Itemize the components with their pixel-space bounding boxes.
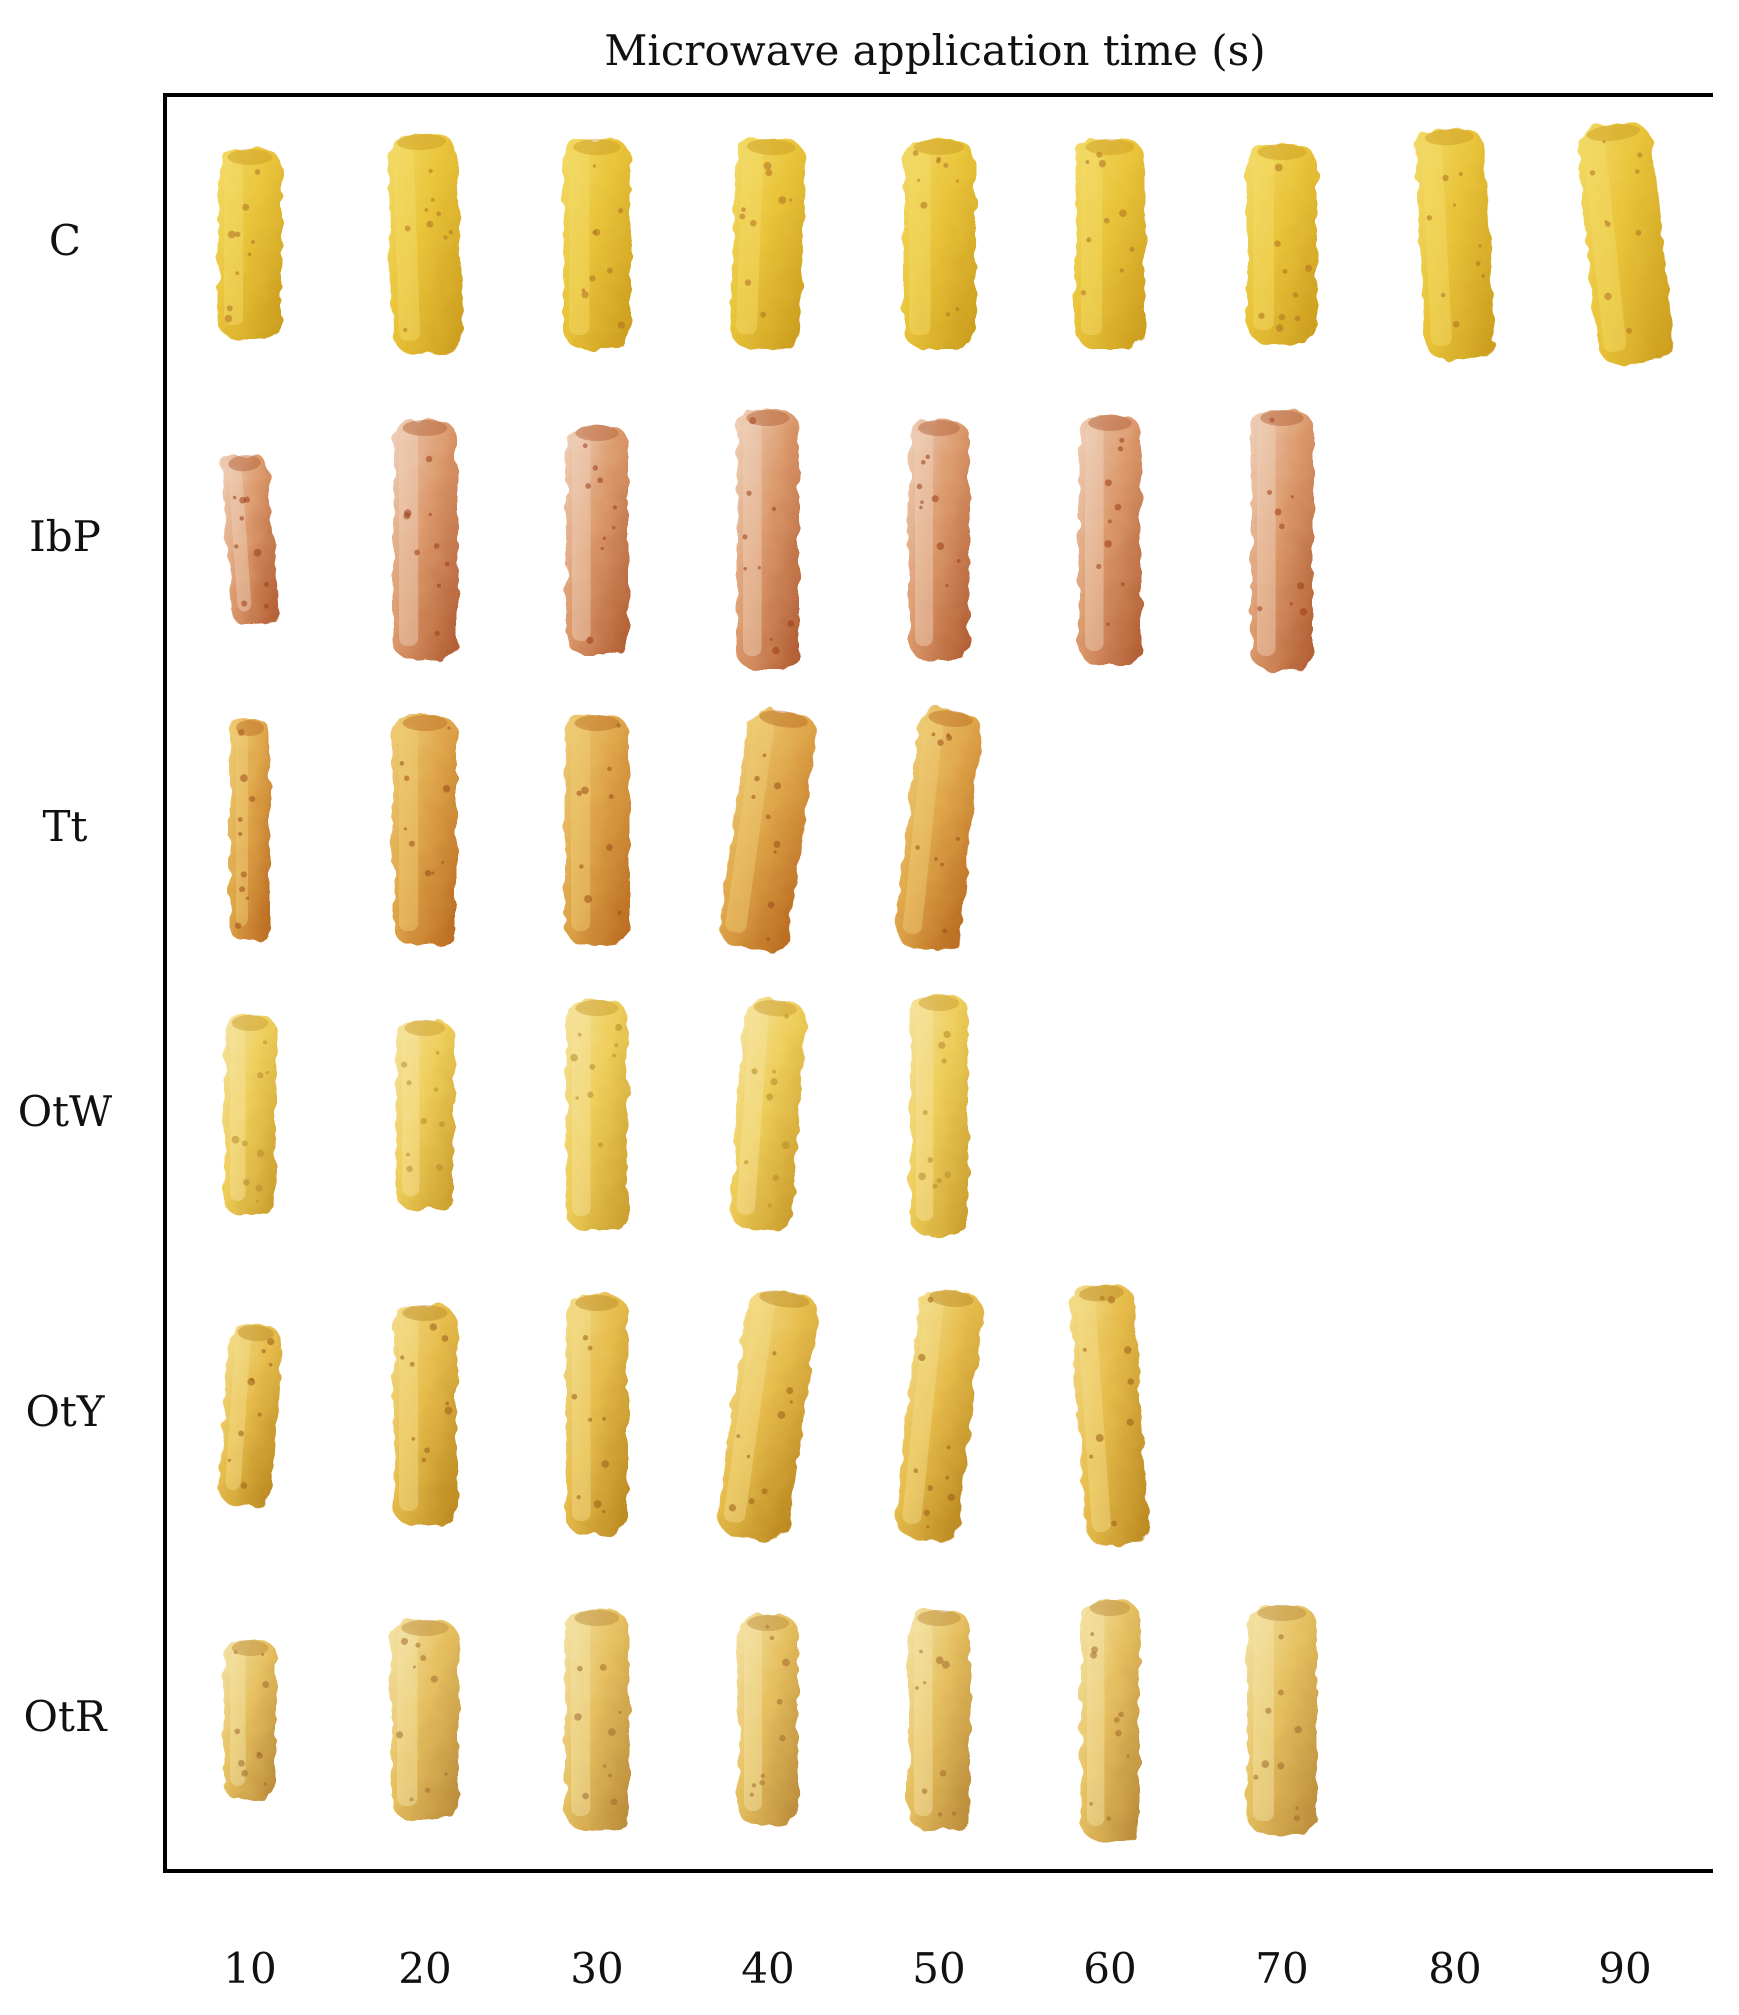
time-label: 20	[398, 1944, 452, 1993]
sample-label: Tt	[42, 802, 88, 851]
fry-sample	[224, 1640, 276, 1800]
fry-sample	[230, 720, 270, 940]
fry-sample	[222, 454, 278, 626]
fry-sample	[393, 1305, 457, 1525]
fry-sample	[1415, 128, 1495, 360]
fry-sample	[563, 139, 631, 349]
fry-sample	[396, 1020, 454, 1210]
time-label: 90	[1598, 1944, 1652, 1993]
fry-sample	[737, 410, 799, 670]
fry-sample	[565, 1610, 629, 1830]
samples-layer	[218, 122, 1674, 1840]
fry-sample	[393, 715, 457, 945]
fry-sample	[1247, 1605, 1317, 1835]
fry-sample	[909, 420, 969, 660]
sample-label: OtW	[17, 1087, 113, 1136]
time-label: 10	[223, 1944, 277, 1993]
fry-sample	[730, 138, 806, 350]
sample-label: C	[48, 216, 82, 265]
fry-sample	[908, 1610, 970, 1830]
fry-sample	[393, 420, 457, 660]
fry-sample	[218, 1324, 282, 1506]
sample-label: IbP	[29, 512, 101, 561]
fry-sample	[896, 709, 982, 951]
fry-sample	[566, 425, 628, 655]
time-label: 70	[1255, 1944, 1309, 1993]
fry-sample	[566, 1295, 628, 1535]
fry-sample	[1247, 144, 1317, 344]
fry-sample	[565, 715, 629, 945]
fry-sample	[1081, 1600, 1139, 1840]
fry-sample	[386, 133, 464, 355]
time-label: 80	[1428, 1944, 1482, 1993]
sample-label: OtR	[23, 1692, 107, 1741]
fry-sample	[1576, 122, 1674, 366]
time-label: 40	[741, 1944, 795, 1993]
figure-title: Microwave application time (s)	[604, 26, 1266, 75]
time-label: 30	[570, 1944, 624, 1993]
fry-sample	[719, 709, 817, 951]
fry-sample	[730, 999, 806, 1231]
fry-sample	[566, 1000, 628, 1230]
fry-sample	[1079, 415, 1141, 665]
fry-sample	[738, 1615, 798, 1825]
time-label: 50	[912, 1944, 966, 1993]
time-label: 60	[1083, 1944, 1137, 1993]
fry-sample	[910, 995, 968, 1235]
fry-sample	[1070, 1284, 1150, 1546]
sample-label: OtY	[25, 1387, 105, 1436]
panel-frame	[163, 93, 1713, 1873]
fry-sample	[717, 1289, 819, 1541]
fry-sample	[1075, 139, 1145, 349]
fry-sample	[1251, 410, 1313, 670]
fry-sample	[391, 1620, 459, 1820]
fry-sample	[224, 1015, 276, 1215]
fry-sample	[218, 149, 282, 339]
fry-sample	[903, 139, 975, 349]
fry-sample	[896, 1289, 982, 1541]
